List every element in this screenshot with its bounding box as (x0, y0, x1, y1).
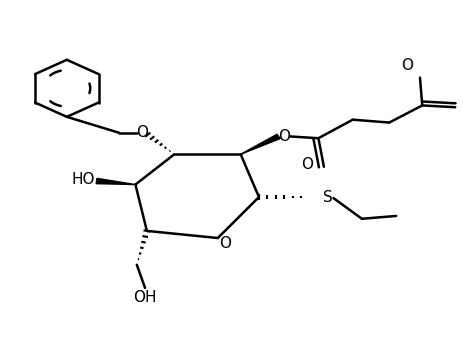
Text: O: O (219, 236, 231, 251)
Polygon shape (241, 134, 280, 154)
Text: O: O (278, 129, 290, 144)
Text: S: S (323, 190, 333, 205)
Text: O: O (400, 58, 413, 73)
Text: OH: OH (133, 290, 157, 306)
Text: O: O (136, 125, 148, 140)
Polygon shape (96, 178, 136, 185)
Text: HO: HO (71, 172, 94, 187)
Text: O: O (301, 157, 313, 172)
